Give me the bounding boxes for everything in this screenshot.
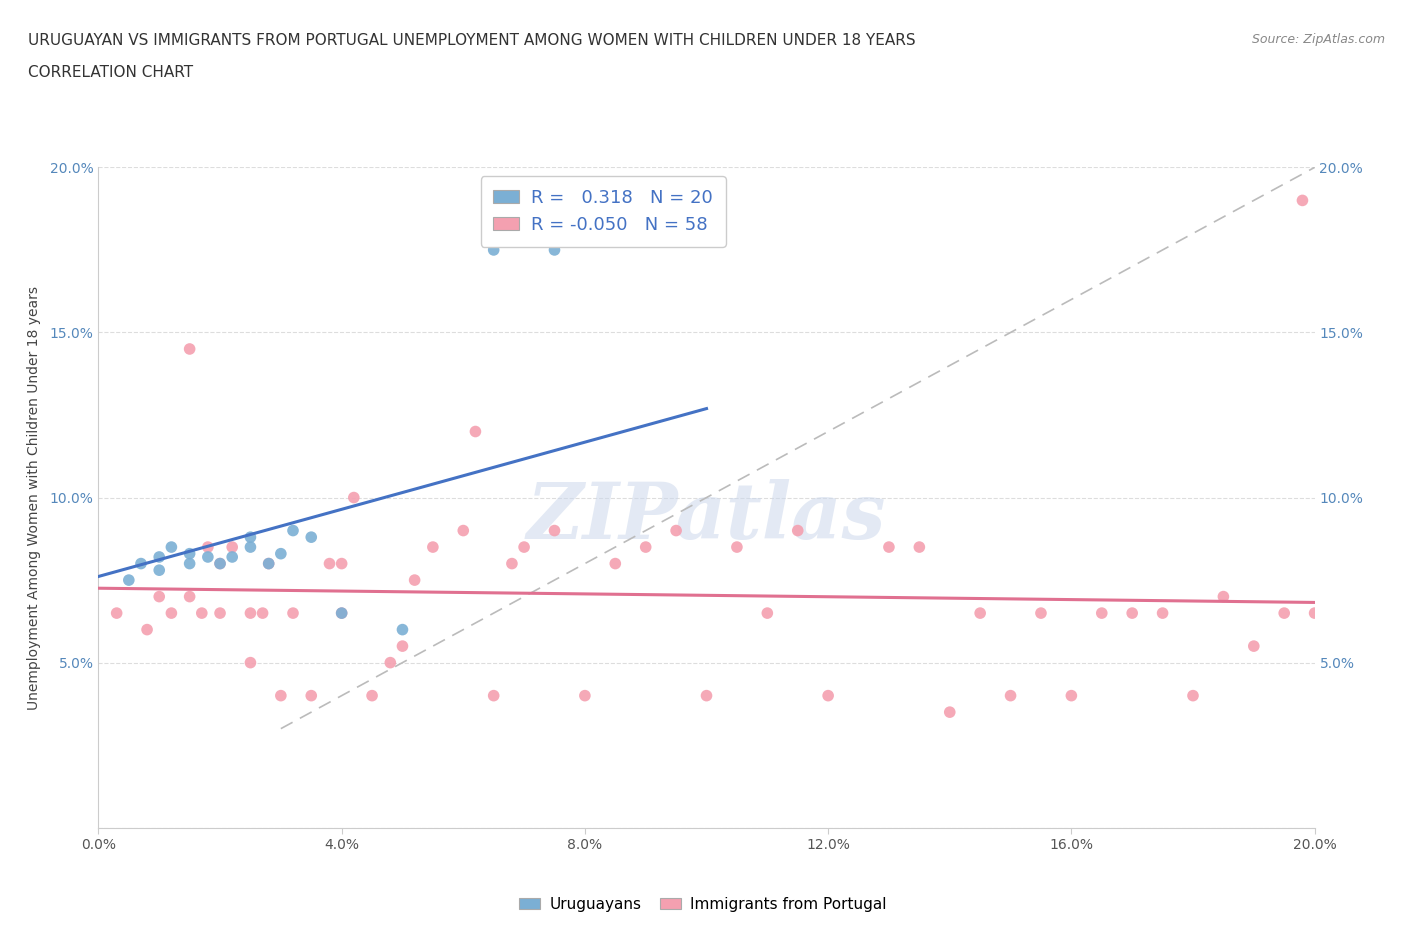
Point — [281, 523, 304, 538]
Point — [118, 573, 141, 588]
Point — [1243, 639, 1265, 654]
Point — [129, 556, 152, 571]
Point — [380, 656, 402, 671]
Text: URUGUAYAN VS IMMIGRANTS FROM PORTUGAL UNEMPLOYMENT AMONG WOMEN WITH CHILDREN UND: URUGUAYAN VS IMMIGRANTS FROM PORTUGAL UN… — [28, 33, 915, 47]
Y-axis label: Unemployment Among Women with Children Under 18 years: Unemployment Among Women with Children U… — [27, 286, 41, 710]
Point — [1000, 688, 1022, 703]
Point — [969, 605, 991, 620]
Point — [634, 539, 657, 554]
Point — [239, 605, 262, 620]
Point — [605, 556, 627, 571]
Point — [270, 546, 292, 561]
Point — [209, 605, 232, 620]
Point — [908, 539, 931, 554]
Point — [221, 550, 243, 565]
Text: ZIPatlas: ZIPatlas — [527, 479, 886, 555]
Point — [939, 705, 962, 720]
Point — [482, 688, 505, 703]
Legend: R =   0.318   N = 20, R = -0.050   N = 58: R = 0.318 N = 20, R = -0.050 N = 58 — [481, 177, 725, 246]
Point — [191, 605, 214, 620]
Point — [148, 550, 170, 565]
Point — [330, 556, 353, 571]
Point — [817, 688, 839, 703]
Point — [696, 688, 718, 703]
Point — [148, 590, 170, 604]
Point — [1212, 590, 1234, 604]
Point — [343, 490, 366, 505]
Point — [136, 622, 159, 637]
Point — [404, 573, 426, 588]
Point — [1060, 688, 1083, 703]
Point — [318, 556, 340, 571]
Point — [160, 605, 183, 620]
Point — [330, 605, 353, 620]
Point — [179, 546, 201, 561]
Point — [257, 556, 280, 571]
Point — [1272, 605, 1295, 620]
Text: Source: ZipAtlas.com: Source: ZipAtlas.com — [1251, 33, 1385, 46]
Point — [1091, 605, 1114, 620]
Point — [1291, 193, 1313, 208]
Point — [1029, 605, 1052, 620]
Point — [1152, 605, 1174, 620]
Point — [543, 243, 565, 258]
Point — [391, 622, 413, 637]
Point — [270, 688, 292, 703]
Point — [239, 530, 262, 545]
Point — [299, 688, 322, 703]
Point — [197, 550, 219, 565]
Point — [148, 563, 170, 578]
Point — [543, 523, 565, 538]
Point — [665, 523, 688, 538]
Text: CORRELATION CHART: CORRELATION CHART — [28, 65, 193, 80]
Point — [179, 556, 201, 571]
Point — [257, 556, 280, 571]
Point — [105, 605, 128, 620]
Point — [221, 539, 243, 554]
Point — [299, 530, 322, 545]
Point — [877, 539, 900, 554]
Legend: Uruguayans, Immigrants from Portugal: Uruguayans, Immigrants from Portugal — [513, 891, 893, 918]
Point — [786, 523, 808, 538]
Point — [197, 539, 219, 554]
Point — [252, 605, 274, 620]
Point — [179, 590, 201, 604]
Point — [725, 539, 748, 554]
Point — [453, 523, 475, 538]
Point — [209, 556, 232, 571]
Point — [160, 539, 183, 554]
Point — [1121, 605, 1143, 620]
Point — [391, 639, 413, 654]
Point — [209, 556, 232, 571]
Point — [464, 424, 486, 439]
Point — [179, 341, 201, 356]
Point — [501, 556, 523, 571]
Point — [239, 539, 262, 554]
Point — [1182, 688, 1205, 703]
Point — [422, 539, 444, 554]
Point — [330, 605, 353, 620]
Point — [361, 688, 384, 703]
Point — [482, 243, 505, 258]
Point — [239, 656, 262, 671]
Point — [513, 539, 536, 554]
Point — [281, 605, 304, 620]
Point — [574, 688, 596, 703]
Point — [756, 605, 779, 620]
Point — [1303, 605, 1326, 620]
